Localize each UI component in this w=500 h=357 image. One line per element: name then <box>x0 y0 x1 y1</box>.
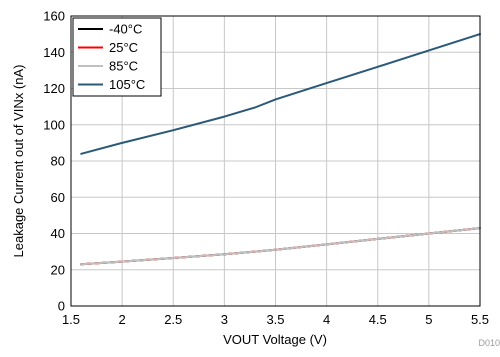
series-lines <box>80 33 481 266</box>
y-tick-label: 100 <box>43 117 65 132</box>
y-tick-label: 20 <box>51 262 65 277</box>
legend-label: -40°C <box>109 22 142 37</box>
figure-id: D010 <box>478 338 500 348</box>
x-tick-label: 2 <box>119 312 126 327</box>
y-tick-label: 60 <box>51 190 65 205</box>
series-line <box>80 33 481 155</box>
series-line <box>80 227 481 266</box>
y-tick-label: 0 <box>58 299 65 314</box>
tick-labels: 1.5 2 2.5 3 3.5 4 4.5 5 5.5 0 20 40 60 80 100 120 140 160 <box>43 9 489 328</box>
x-tick-label: 3 <box>221 312 228 327</box>
x-tick-label: 3.5 <box>266 312 284 327</box>
x-tick-label: 5.5 <box>471 312 489 327</box>
legend-label: 85°C <box>109 59 138 74</box>
x-tick-label: 2.5 <box>164 312 182 327</box>
y-tick-label: 160 <box>43 9 65 24</box>
y-tick-label: 40 <box>51 226 65 241</box>
x-tick-label: 1.5 <box>62 312 80 327</box>
legend-label: 105°C <box>109 77 145 92</box>
plot-frame <box>70 15 481 307</box>
x-tick-label: 5 <box>425 312 432 327</box>
y-tick-label: 120 <box>43 81 65 96</box>
legend-box <box>72 17 162 97</box>
x-tick-label: 4 <box>323 312 330 327</box>
legend: -40°C 25°C 85°C 105°C <box>72 17 162 97</box>
x-tick-label: 4.5 <box>369 312 387 327</box>
y-tick-label: 80 <box>51 154 65 169</box>
y-tick-label: 140 <box>43 45 65 60</box>
legend-label: 25°C <box>109 40 138 55</box>
x-axis-title: VOUT Voltage (V) <box>223 332 327 347</box>
y-axis-title: Leakage Current out of VINx (nA) <box>11 65 26 258</box>
